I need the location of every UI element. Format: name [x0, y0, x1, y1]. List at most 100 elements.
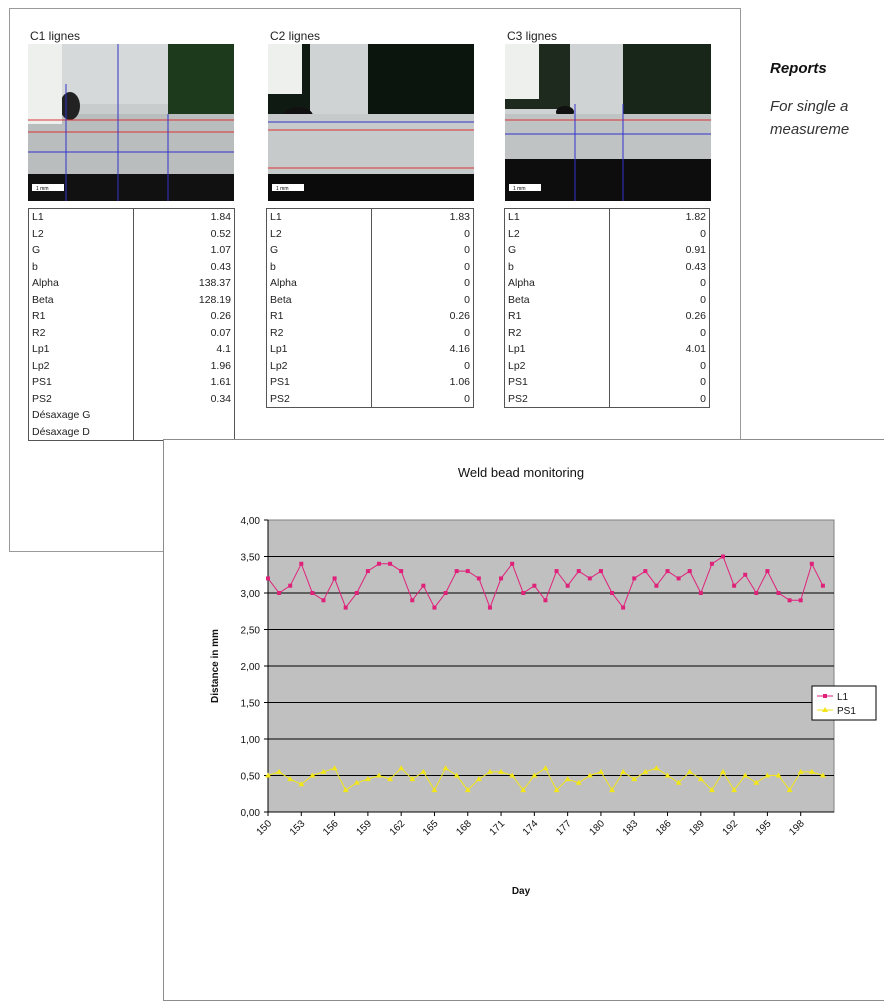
y-tick-label: 0,50: [241, 772, 261, 783]
measurement-value: 0.52: [210, 227, 231, 240]
measurement-name: Lp1: [504, 341, 610, 358]
measurement-name: PS1: [28, 374, 134, 391]
table-row: L2 0: [266, 225, 474, 242]
measurement-value: 0: [700, 376, 706, 389]
data-point: [298, 781, 305, 787]
legend-marker: [823, 694, 827, 698]
y-tick-label: 2,00: [241, 662, 261, 673]
data-point: [731, 787, 738, 793]
measurement-name: L2: [266, 225, 372, 242]
measurement-value: 0: [464, 227, 470, 240]
data-point: [665, 569, 670, 574]
table-row: Alpha 0: [266, 275, 474, 292]
scale-label-c3: 1 mm: [513, 186, 526, 192]
table-row: Lp2 0: [266, 357, 474, 374]
measurement-value: 0: [464, 326, 470, 339]
data-point: [631, 776, 638, 782]
data-point: [765, 569, 770, 574]
data-point: [610, 591, 615, 595]
data-point: [354, 591, 359, 595]
data-point: [687, 569, 692, 574]
x-tick-label: 165: [421, 818, 441, 838]
data-point: [410, 598, 415, 603]
x-tick-label: 171: [488, 818, 508, 838]
data-point: [309, 772, 316, 778]
data-point: [276, 768, 283, 774]
data-point: [553, 787, 560, 793]
table-row: R1 0.26: [504, 308, 710, 325]
measurement-name: PS2: [266, 390, 372, 408]
table-row: Beta 0: [266, 291, 474, 308]
data-point: [543, 598, 548, 603]
data-point: [720, 768, 727, 774]
measurement-value: 0: [464, 277, 470, 290]
table-row: G 0.91: [504, 242, 710, 259]
weld-image-c1: 1 mm: [28, 44, 234, 201]
x-tick-label: 162: [388, 818, 408, 838]
data-point: [776, 591, 781, 595]
data-point: [454, 569, 459, 574]
measurement-name: L2: [28, 225, 134, 242]
data-point: [421, 583, 426, 588]
data-point: [353, 779, 360, 785]
data-point: [310, 591, 315, 595]
data-point: [277, 591, 282, 595]
data-point: [399, 569, 404, 574]
data-point: [299, 561, 304, 566]
table-row: L2 0: [504, 225, 710, 242]
table-row: Désaxage D: [28, 423, 235, 441]
measurement-value: 0: [700, 392, 706, 405]
data-point: [331, 765, 338, 771]
table-row: R2 0.07: [28, 324, 235, 341]
measurement-name: b: [266, 258, 372, 275]
measurement-name: Alpha: [504, 275, 610, 292]
measurement-name: R1: [266, 308, 372, 325]
x-tick-label: 159: [354, 818, 374, 838]
y-tick-label: 3,00: [241, 589, 261, 600]
measurement-value: 0.26: [449, 310, 470, 323]
measurement-table-c1: L1 1.84 L2 0.52 G 1.07 b 0.43 Alpha 138.37 Beta 128…: [28, 208, 235, 441]
measurement-name: G: [504, 242, 610, 259]
legend-label: L1: [837, 692, 849, 703]
data-point: [708, 787, 715, 793]
data-point: [432, 605, 437, 610]
measurement-value: 0.26: [685, 310, 706, 323]
data-point: [732, 583, 737, 588]
chart-title: Weld bead monitoring: [458, 465, 584, 480]
data-point: [698, 591, 703, 595]
data-point: [764, 772, 771, 778]
data-point: [654, 583, 659, 588]
measurement-value: 0: [464, 244, 470, 257]
measurement-value: 4.1: [216, 343, 231, 356]
measurement-value: 1.96: [210, 359, 231, 372]
measurement-value: 0.43: [685, 260, 706, 273]
data-point: [476, 576, 481, 581]
data-point: [532, 583, 537, 588]
data-point: [287, 776, 294, 782]
table-row: PS1 1.06: [266, 374, 474, 391]
measurement-value: 0.43: [210, 260, 231, 273]
table-row: b 0.43: [28, 258, 235, 275]
measurement-table-c2: L1 1.83 L2 0 G 0 b 0 Alpha 0 Beta 0 R1 0.26 R2 0 Lp1 4.16…: [266, 208, 474, 408]
data-point: [443, 591, 448, 595]
data-point: [653, 765, 660, 771]
data-point: [686, 768, 693, 774]
data-point: [499, 576, 504, 581]
measurement-name: R1: [28, 308, 134, 325]
weld-image-c2: 1 mm: [268, 44, 474, 201]
data-point: [442, 765, 449, 771]
data-point: [388, 561, 393, 566]
measurement-name: PS1: [266, 374, 372, 391]
measurement-name: Alpha: [28, 275, 134, 292]
data-point: [787, 598, 792, 603]
x-tick-label: 195: [754, 818, 774, 838]
table-row: Désaxage G: [28, 407, 235, 424]
data-point: [398, 765, 405, 771]
data-point: [475, 776, 482, 782]
legend-label: PS1: [837, 706, 856, 717]
data-point: [510, 561, 515, 566]
data-point: [643, 569, 648, 574]
data-point: [375, 772, 382, 778]
